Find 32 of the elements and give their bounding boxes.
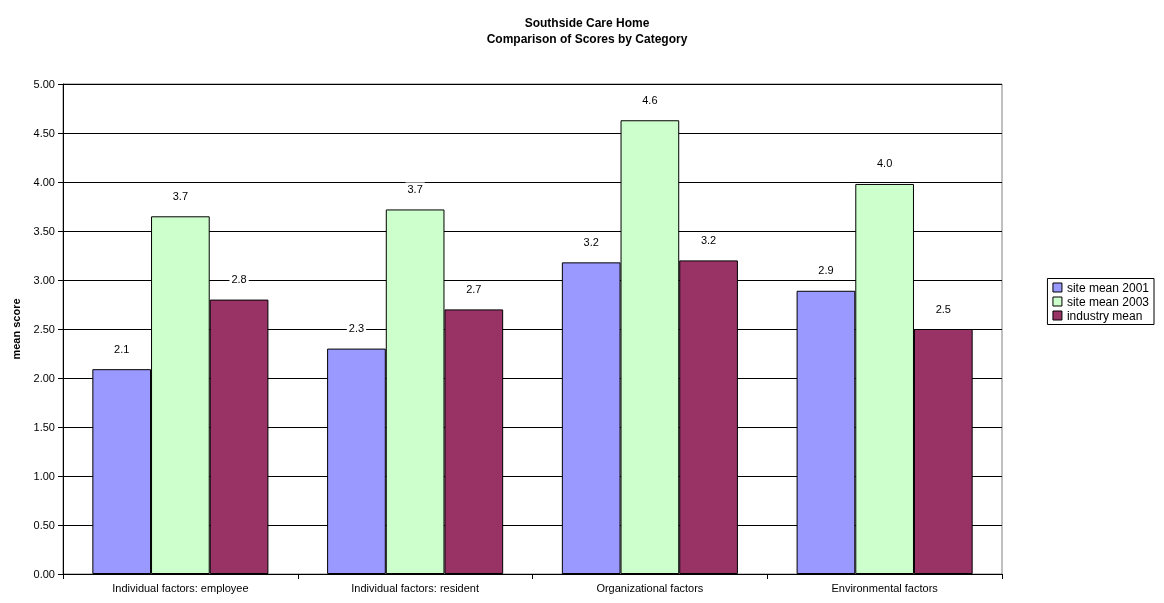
data-label: 3.2 — [700, 233, 717, 246]
data-label: 3.7 — [172, 189, 189, 202]
legend-label: industry mean — [1066, 308, 1143, 323]
y-tick-label: 0.50 — [33, 519, 55, 531]
y-tick-label: 3.00 — [33, 274, 55, 286]
y-tick-label: 5.00 — [33, 78, 55, 90]
y-tick-label: 0.00 — [33, 568, 55, 580]
y-tick-label: 1.50 — [33, 421, 55, 433]
chart-title: Southside Care Home Comparison of Scores by Category — [486, 16, 688, 46]
data-label: 3.7 — [407, 182, 423, 195]
y-tick-label: 3.50 — [33, 225, 55, 237]
y-axis-title: mean score — [9, 298, 22, 360]
x-tick-label: Individual factors: resident — [351, 581, 480, 594]
legend-label: site mean 2001 — [1066, 280, 1150, 295]
data-label: 2.9 — [818, 264, 834, 277]
y-tick-label: 4.00 — [33, 176, 55, 188]
y-tick-label: 2.00 — [33, 372, 55, 384]
x-tick-label: Individual factors: employee — [112, 581, 249, 594]
x-tick-label: Organizational factors — [596, 581, 704, 594]
y-tick-label: 2.50 — [33, 323, 55, 335]
x-tick-label: Environmental factors — [831, 581, 939, 594]
data-label: 2.3 — [348, 322, 365, 335]
legend-label: site mean 2003 — [1066, 294, 1150, 309]
y-tick-label: 4.50 — [33, 127, 55, 139]
data-label: 4.0 — [876, 157, 893, 170]
data-label: 2.5 — [935, 302, 951, 315]
data-label: 2.1 — [114, 342, 130, 355]
data-label: 2.8 — [231, 273, 247, 286]
data-label: 4.6 — [642, 93, 658, 106]
y-tick-label: 1.00 — [33, 470, 55, 482]
data-label: 2.7 — [466, 282, 482, 295]
data-label: 3.2 — [583, 235, 599, 248]
